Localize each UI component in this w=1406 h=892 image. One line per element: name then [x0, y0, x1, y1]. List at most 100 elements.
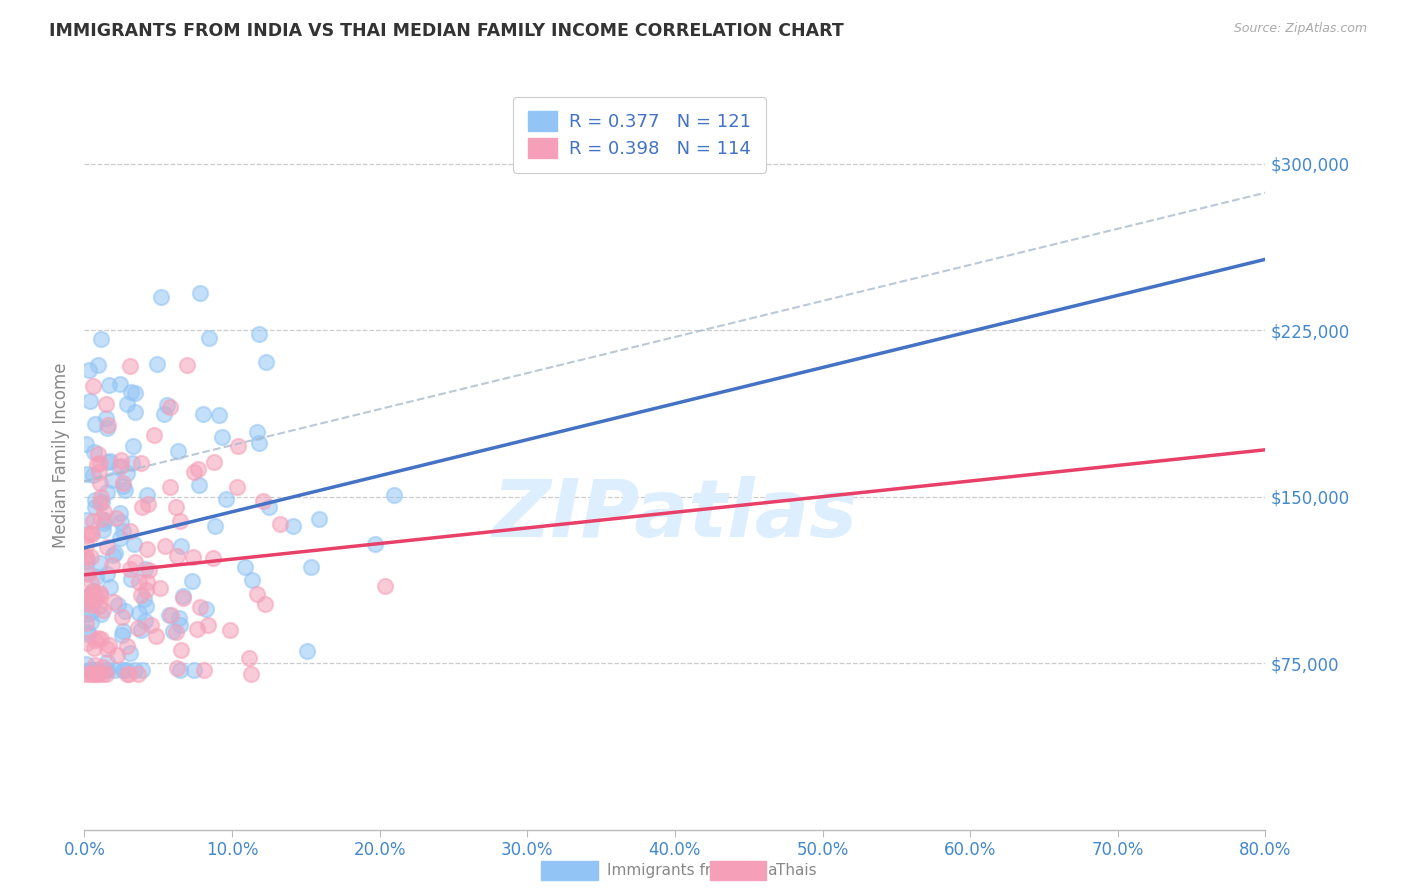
Point	[98, 581, 121, 595]
Point	[89, 496, 111, 510]
Point	[77, 663, 100, 677]
Point	[90, 632, 112, 646]
Point	[170, 539, 193, 553]
Point	[183, 663, 205, 677]
Point	[181, 574, 204, 588]
Point	[87, 599, 110, 613]
Point	[80, 549, 103, 564]
Point	[131, 456, 153, 470]
Point	[75, 565, 97, 579]
Point	[132, 591, 155, 606]
Point	[247, 435, 270, 450]
Point	[253, 597, 276, 611]
Point	[76, 554, 98, 568]
Point	[108, 532, 131, 546]
Point	[82, 663, 104, 677]
Point	[111, 624, 134, 638]
Point	[87, 358, 110, 372]
Y-axis label: Median Family Income: Median Family Income	[52, 362, 70, 548]
Point	[129, 623, 152, 637]
Point	[76, 625, 98, 640]
Point	[76, 607, 98, 621]
Point	[172, 590, 194, 604]
Point	[246, 587, 269, 601]
Point	[233, 559, 256, 574]
Point	[166, 549, 188, 563]
Point	[97, 639, 120, 653]
Point	[111, 475, 134, 490]
Point	[240, 573, 263, 587]
Point	[127, 621, 149, 635]
Point	[124, 663, 146, 677]
Point	[83, 417, 105, 432]
Point	[82, 527, 104, 541]
Point	[197, 617, 219, 632]
Point	[135, 599, 157, 613]
Point	[75, 667, 97, 681]
Point	[252, 494, 274, 508]
Point	[83, 663, 105, 677]
Point	[187, 478, 209, 492]
Point	[83, 663, 105, 677]
Point	[79, 663, 101, 677]
Text: Immigrants from India: Immigrants from India	[607, 863, 778, 878]
Point	[108, 506, 131, 520]
Point	[114, 483, 136, 497]
Point	[124, 405, 146, 419]
Point	[108, 459, 131, 474]
Point	[79, 393, 101, 408]
Legend: R = 0.377   N = 121, R = 0.398   N = 114: R = 0.377 N = 121, R = 0.398 N = 114	[513, 97, 766, 173]
Point	[75, 596, 97, 610]
Point	[97, 455, 120, 469]
Point	[82, 583, 104, 598]
Point	[98, 454, 121, 468]
Point	[89, 475, 111, 490]
Point	[183, 465, 205, 479]
Point	[97, 417, 120, 432]
Point	[374, 578, 396, 592]
Point	[165, 500, 187, 515]
Point	[90, 512, 112, 526]
Point	[104, 510, 127, 524]
Point	[94, 513, 117, 527]
Point	[218, 624, 240, 638]
Point	[93, 505, 115, 519]
Point	[82, 586, 104, 600]
Point	[128, 575, 150, 590]
Point	[112, 524, 135, 539]
Point	[118, 359, 141, 374]
Point	[136, 497, 159, 511]
Point	[87, 667, 110, 681]
Point	[82, 467, 104, 482]
Point	[364, 537, 387, 551]
Point	[149, 582, 172, 596]
Point	[111, 628, 134, 642]
Point	[115, 466, 138, 480]
Point	[382, 488, 405, 502]
Point	[149, 290, 172, 304]
Point	[153, 407, 176, 421]
Point	[96, 410, 118, 425]
Point	[75, 437, 97, 451]
Point	[91, 660, 114, 674]
Point	[134, 561, 156, 575]
Point	[135, 575, 157, 590]
Point	[87, 632, 110, 646]
Point	[172, 591, 194, 606]
Point	[166, 444, 188, 458]
Point	[127, 667, 149, 681]
Point	[124, 385, 146, 400]
Point	[159, 480, 181, 494]
Point	[145, 357, 167, 371]
Point	[118, 524, 141, 538]
Point	[90, 332, 112, 346]
Point	[80, 615, 103, 629]
Point	[75, 657, 97, 671]
Point	[84, 633, 107, 648]
Point	[76, 596, 98, 610]
Point	[90, 490, 112, 504]
Point	[121, 456, 143, 470]
Point	[80, 606, 103, 620]
Point	[87, 465, 110, 479]
Point	[84, 492, 107, 507]
